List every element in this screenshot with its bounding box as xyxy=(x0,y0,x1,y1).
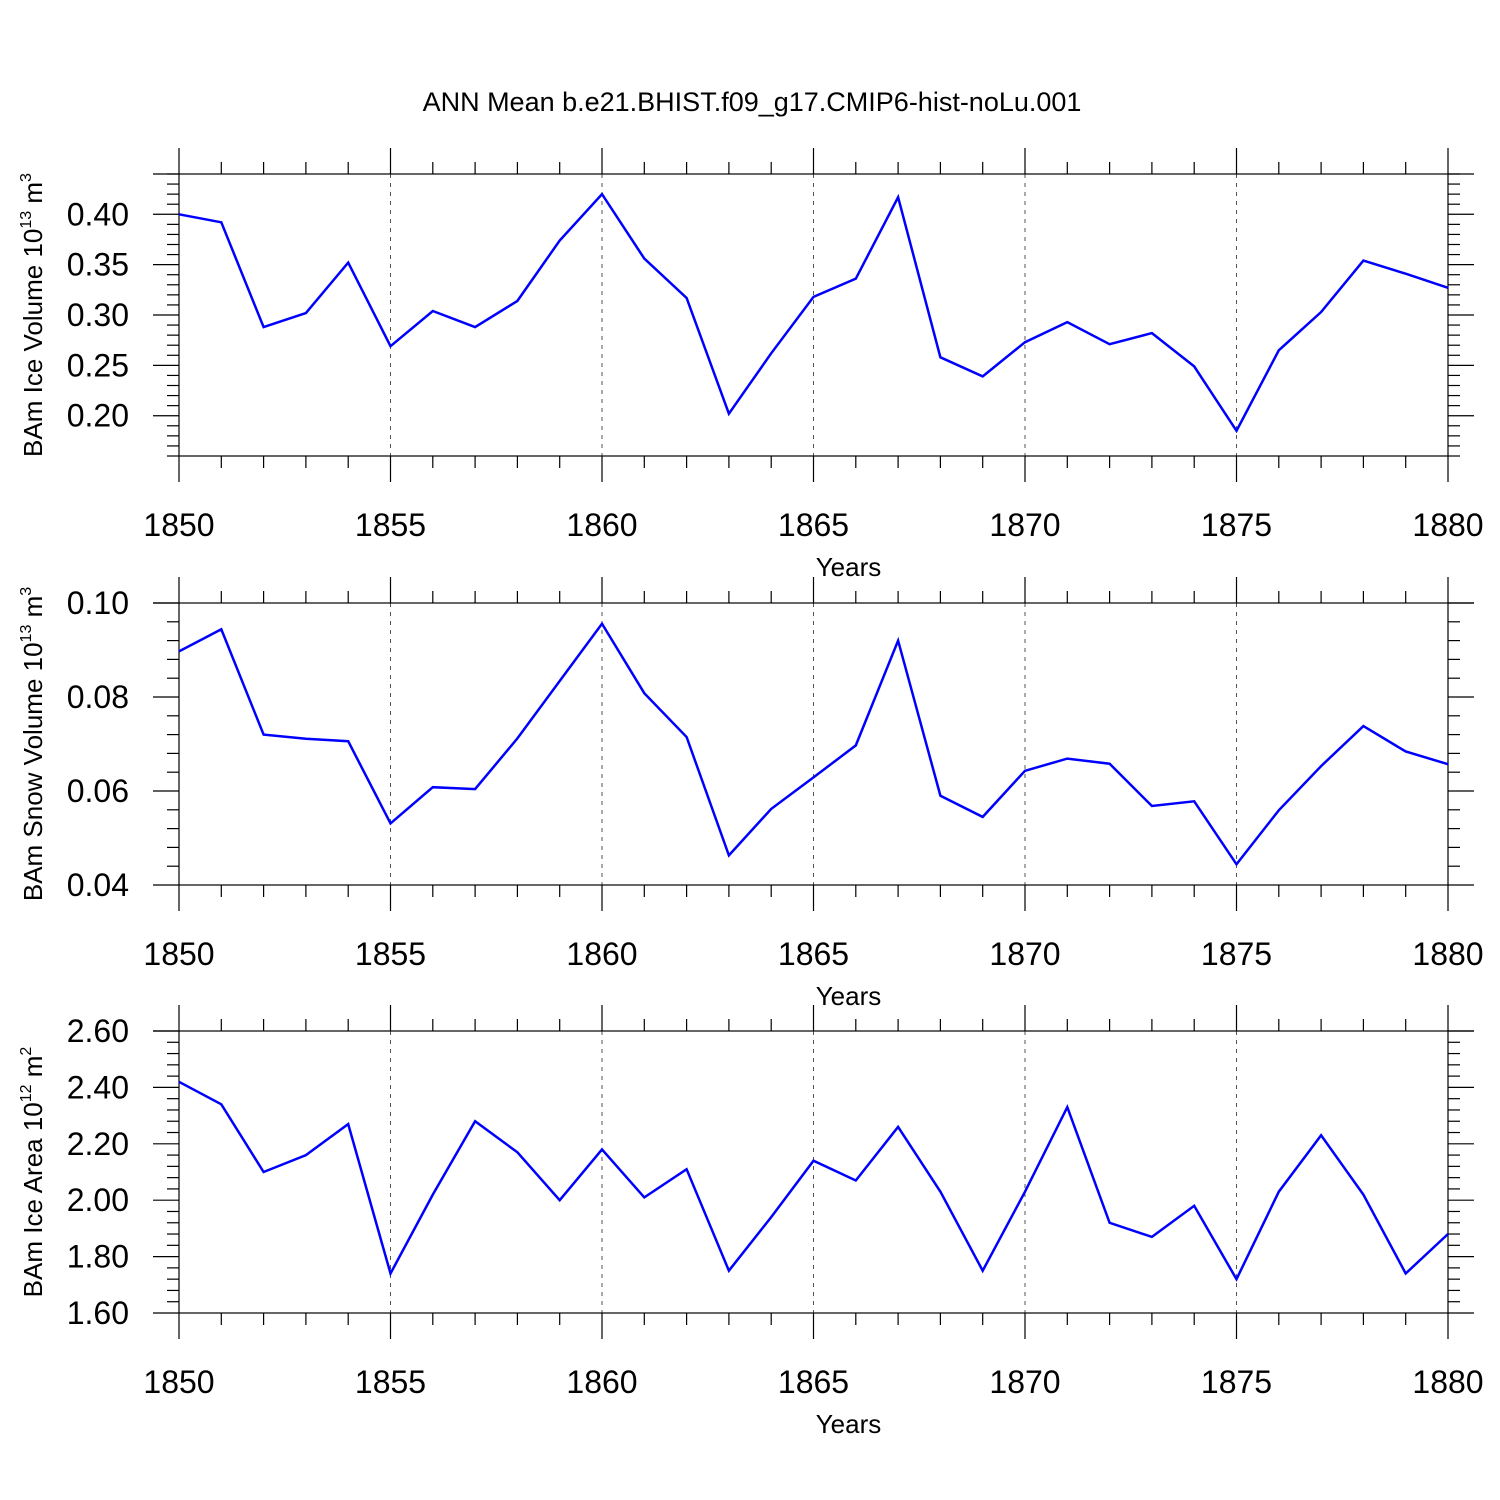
y-tick-label: 1.80 xyxy=(67,1239,129,1275)
x-tick-label: 1850 xyxy=(143,1364,214,1400)
x-tick-label: 1875 xyxy=(1201,507,1272,543)
y-tick-label: 0.35 xyxy=(67,247,129,283)
x-tick-label: 1855 xyxy=(355,936,426,972)
y-axis-title-exponent: 13 xyxy=(18,625,35,643)
x-tick-label: 1850 xyxy=(143,507,214,543)
plot-frame xyxy=(178,173,1449,457)
y-axis-title-unit: m xyxy=(18,596,48,625)
x-tick-label: 1870 xyxy=(989,507,1060,543)
series-line-snow-volume xyxy=(178,621,1449,867)
y-tick-label: 2.20 xyxy=(67,1126,129,1162)
y-axis-title-main: BAm Snow Volume 10 xyxy=(18,642,48,901)
y-axis-title-exponent: 12 xyxy=(18,1084,35,1102)
x-tick-label: 1870 xyxy=(989,1364,1060,1400)
y-tick-label: 0.40 xyxy=(67,196,129,232)
x-tick-label: 1855 xyxy=(355,1364,426,1400)
x-tick-label: 1850 xyxy=(143,936,214,972)
y-axis-title-exponent: 13 xyxy=(18,211,35,229)
y-axis-title-main: BAm Ice Area 10 xyxy=(18,1102,48,1297)
y-tick-label: 0.06 xyxy=(67,773,129,809)
y-axis-title-unit-exponent: 2 xyxy=(18,1047,35,1056)
x-tick-label: 1865 xyxy=(778,936,849,972)
panel-ice-volume: 0.20 0.25 0.30 0.35 0.40 1850 1855 1860 1865 1870… xyxy=(18,148,1484,582)
series-line-ice-area xyxy=(178,1080,1449,1282)
x-tick-label: 1865 xyxy=(778,1364,849,1400)
panel-snow-volume: 0.04 0.06 0.08 0.10 1850 1855 1860 1865 1870 1875… xyxy=(18,577,1484,1011)
y-axis-title: BAm Snow Volume 1013 m3 xyxy=(18,587,48,901)
y-axis-title: BAm Ice Area 1012 m2 xyxy=(18,1047,48,1298)
y-tick-label: 1.60 xyxy=(67,1295,129,1331)
x-axis-title: Years xyxy=(816,1409,882,1439)
y-tick-label: 0.20 xyxy=(67,398,129,434)
x-tick-label: 1880 xyxy=(1412,507,1483,543)
x-tick-label: 1870 xyxy=(989,936,1060,972)
x-axis-title: Years xyxy=(816,981,882,1011)
y-tick-label: 0.10 xyxy=(67,585,129,621)
x-tick-label: 1855 xyxy=(355,507,426,543)
y-tick-label: 0.25 xyxy=(67,347,129,383)
y-axis-title-unit: m xyxy=(18,1056,48,1085)
y-tick-label: 2.40 xyxy=(67,1069,129,1105)
panel-ice-area: 1.60 1.80 2.00 2.20 2.40 2.60 1850 1855 1860 1865… xyxy=(18,1005,1484,1439)
y-tick-label: 0.30 xyxy=(67,297,129,333)
chart-title: ANN Mean b.e21.BHIST.f09_g17.CMIP6-hist-… xyxy=(423,87,1082,117)
y-tick-label: 2.60 xyxy=(67,1013,129,1049)
x-axis-title: Years xyxy=(816,552,882,582)
x-tick-label: 1880 xyxy=(1412,1364,1483,1400)
x-tick-label: 1860 xyxy=(566,507,637,543)
chart-panels: 0.20 0.25 0.30 0.35 0.40 1850 1855 1860 1865 1870… xyxy=(18,148,1484,1439)
y-axis-title-unit: m xyxy=(18,182,48,211)
series-line-ice-volume xyxy=(178,192,1449,434)
y-tick-label: 0.08 xyxy=(67,679,129,715)
y-tick-label: 2.00 xyxy=(67,1182,129,1218)
x-tick-label: 1875 xyxy=(1201,936,1272,972)
x-tick-label: 1875 xyxy=(1201,1364,1272,1400)
y-axis-title-unit-exponent: 3 xyxy=(18,173,35,182)
y-axis-title: BAm Ice Volume 1013 m3 xyxy=(18,173,48,457)
x-tick-label: 1865 xyxy=(778,507,849,543)
y-tick-label: 0.04 xyxy=(67,867,129,903)
plot-frame xyxy=(178,1030,1449,1314)
y-axis-title-unit-exponent: 3 xyxy=(18,587,35,596)
x-tick-label: 1880 xyxy=(1412,936,1483,972)
x-tick-label: 1860 xyxy=(566,1364,637,1400)
x-tick-label: 1860 xyxy=(566,936,637,972)
y-axis-title-main: BAm Ice Volume 10 xyxy=(18,229,48,457)
plot-frame xyxy=(178,602,1449,886)
